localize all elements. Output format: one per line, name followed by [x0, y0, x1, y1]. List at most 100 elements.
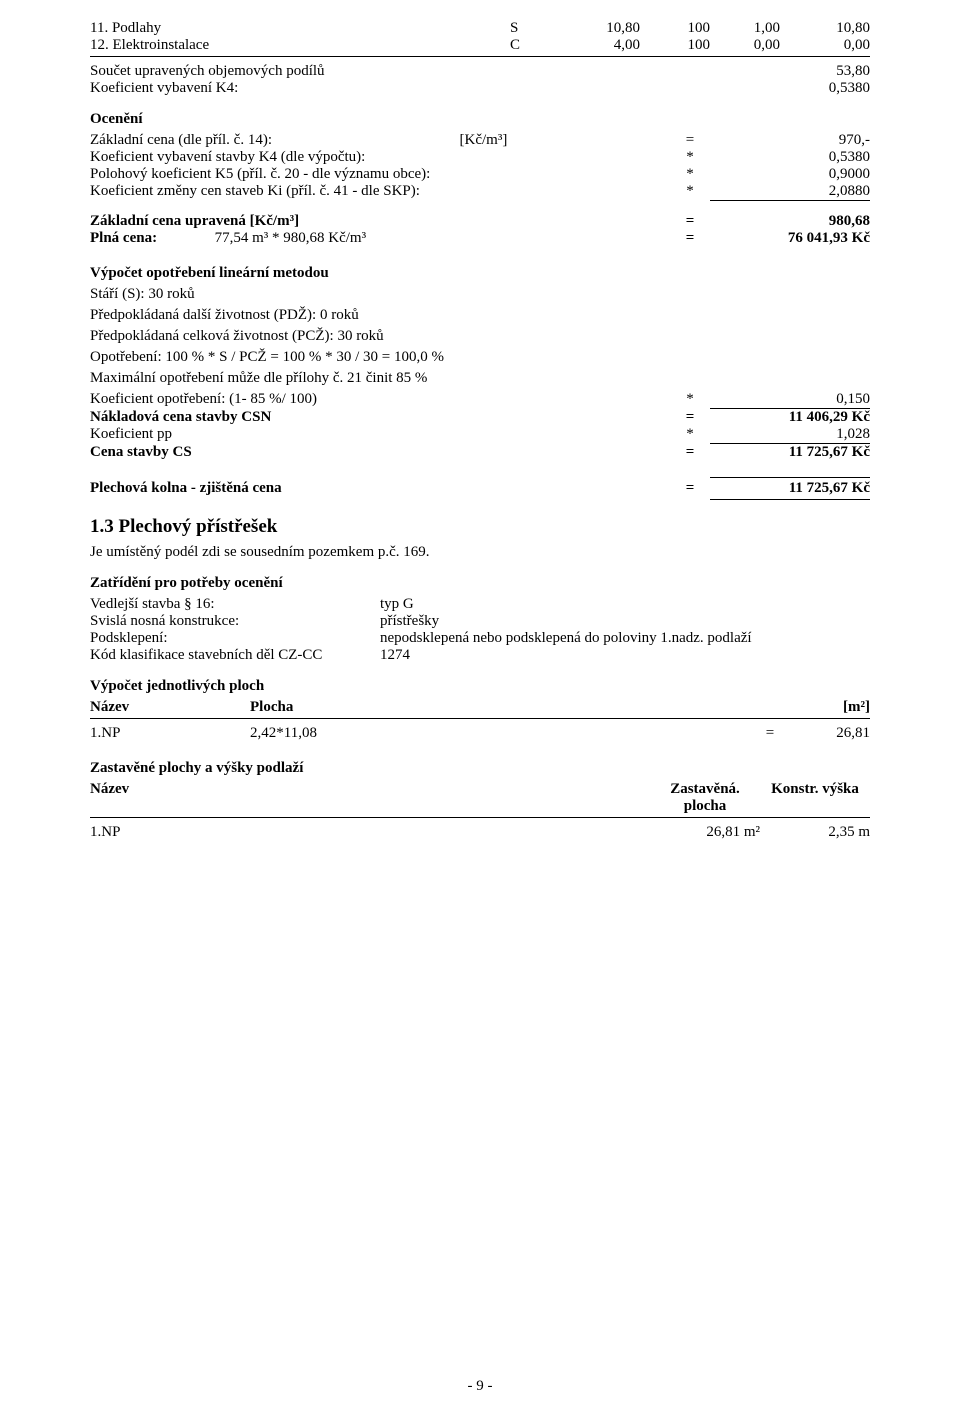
plocha-val: 26,81 — [790, 725, 870, 742]
calc-label: Koeficient pp — [90, 426, 670, 443]
soucet-value: 53,80 — [780, 63, 870, 80]
plna-cena-row: Plná cena: 77,54 m³ * 980,68 Kč/m³ = 76 … — [90, 230, 870, 247]
divider — [90, 817, 870, 818]
body-text: Stáří (S): 30 roků — [90, 286, 870, 303]
calc-label: Základní cena (dle příl. č. 14): [Kč/m³] — [90, 132, 670, 149]
divider — [90, 56, 870, 57]
cell-label: 12. Elektroinstalace — [90, 37, 510, 54]
kv-row: Vedlejší stavba § 16: typ G — [90, 596, 870, 613]
plocha-h-right: [m²] — [790, 699, 870, 716]
calc-value: 11 725,67 Kč — [710, 444, 870, 461]
cell-label: 11. Podlahy — [90, 20, 510, 37]
calc-op: * — [670, 391, 710, 408]
calc-row: Nákladová cena stavby CSN = 11 406,29 Kč — [90, 409, 870, 426]
cell-n4: 10,80 — [780, 20, 870, 37]
soucet-label: Součet upravených objemových podílů — [90, 63, 510, 80]
calc-value: 0,9000 — [710, 166, 870, 183]
kv-val: přístřešky — [380, 613, 870, 630]
section-1-3-heading: 1.3 Plechový přístřešek — [90, 516, 870, 538]
body-text: Maximální opotřebení může dle přílohy č.… — [90, 370, 870, 387]
zast-h-c1: Zastavěná.plocha — [650, 781, 760, 815]
page-number: - 9 - — [0, 1378, 960, 1395]
koef-k4-row: Koeficient vybavení K4: 0,5380 — [90, 80, 870, 97]
zatrideni-heading: Zatřídění pro potřeby ocenění — [90, 575, 870, 592]
cell-n4: 0,00 — [780, 37, 870, 54]
plocha-name: 1.NP — [90, 725, 250, 742]
kv-row: Kód klasifikace stavebních děl CZ-CC 127… — [90, 647, 870, 664]
kv-val: nepodsklepená nebo podsklepená do polovi… — [380, 630, 870, 647]
cell-s: S — [510, 20, 570, 37]
calc-label: Polohový koeficient K5 (příl. č. 20 - dl… — [90, 166, 670, 183]
calc-row: Koeficient vybavení stavby K4 (dle výpoč… — [90, 149, 870, 166]
calc-row: Základní cena (dle příl. č. 14): [Kč/m³]… — [90, 132, 870, 149]
plocha-h-name: Název — [90, 699, 250, 716]
calc-op: * — [670, 166, 710, 183]
cell-s: C — [510, 37, 570, 54]
calc-op: = — [670, 132, 710, 149]
calc-row: Koeficient opotřebení: (1- 85 %/ 100) * … — [90, 391, 870, 409]
calc-op: = — [670, 409, 710, 426]
calc-value: 0,150 — [710, 391, 870, 409]
plocha-header: Název Plocha [m²] — [90, 699, 870, 716]
table-row: 11. Podlahy S 10,80 100 1,00 10,80 — [90, 20, 870, 37]
cell-n1: 4,00 — [570, 37, 640, 54]
zast-row: 1.NP 26,81 m² 2,35 m — [90, 824, 870, 841]
kv-row: Podsklepení: nepodsklepená nebo podsklep… — [90, 630, 870, 647]
plocha-row: 1.NP 2,42*11,08 = 26,81 — [90, 725, 870, 742]
zast-heading: Zastavěné plochy a výšky podlaží — [90, 760, 870, 777]
calc-value: 970,- — [710, 132, 870, 149]
calc-label: Nákladová cena stavby CSN — [90, 409, 670, 426]
zast-h-c2: Konstr. výška — [760, 781, 870, 815]
oceneni-heading: Ocenění — [90, 111, 870, 128]
body-text: Opotřebení: 100 % * S / PCŽ = 100 % * 30… — [90, 349, 870, 366]
kv-val: typ G — [380, 596, 870, 613]
calc-op: * — [670, 183, 710, 200]
section-1-3-text: Je umístěný podél zdi se sousedním pozem… — [90, 544, 870, 561]
zast-c2: 2,35 m — [760, 824, 870, 841]
calc-op: = — [670, 444, 710, 461]
zast-h-left: Název — [90, 781, 650, 815]
kv-row: Svislá nosná konstrukce: přístřešky — [90, 613, 870, 630]
zast-c1: 26,81 m² — [650, 824, 760, 841]
kv-val: 1274 — [380, 647, 870, 664]
vypocet-ploch-heading: Výpočet jednotlivých ploch — [90, 678, 870, 695]
plna-cena-op: = — [670, 230, 710, 247]
kv-key: Vedlejší stavba § 16: — [90, 596, 380, 613]
calc-label: Koeficient opotřebení: (1- 85 %/ 100) — [90, 391, 670, 408]
zast-name: 1.NP — [90, 824, 650, 841]
calc-value: 1,028 — [710, 426, 870, 444]
calc-op: * — [670, 426, 710, 443]
opotrebeni-heading: Výpočet opotřebení lineární metodou — [90, 265, 870, 282]
plna-cena-label-a: Plná cena: — [90, 230, 157, 246]
calc-row: Polohový koeficient K5 (příl. č. 20 - dl… — [90, 166, 870, 183]
zcu-op: = — [670, 213, 710, 230]
zjistena-op: = — [670, 480, 710, 497]
cell-n3: 0,00 — [710, 37, 780, 54]
zjistena-label: Plechová kolna - zjištěná cena — [90, 480, 670, 497]
calc-label: Koeficient změny cen staveb Ki (příl. č.… — [90, 183, 670, 200]
zcu-row: Základní cena upravená [Kč/m³] = 980,68 — [90, 213, 870, 230]
calc-value: 0,5380 — [710, 149, 870, 166]
calc-row: Koeficient pp * 1,028 — [90, 426, 870, 444]
soucet-row: Součet upravených objemových podílů 53,8… — [90, 63, 870, 80]
cell-n2: 100 — [640, 37, 710, 54]
calc-value: 11 406,29 Kč — [710, 409, 870, 426]
calc-op: * — [670, 149, 710, 166]
zcu-label: Základní cena upravená [Kč/m³] — [90, 213, 670, 230]
calc-row: Koeficient změny cen staveb Ki (příl. č.… — [90, 183, 870, 201]
plocha-expr: 2,42*11,08 — [250, 725, 317, 741]
cell-n2: 100 — [640, 20, 710, 37]
kv-key: Svislá nosná konstrukce: — [90, 613, 380, 630]
zjistena-row: Plechová kolna - zjištěná cena = 11 725,… — [90, 477, 870, 500]
koef-k4-label: Koeficient vybavení K4: — [90, 80, 510, 97]
zjistena-value: 11 725,67 Kč — [710, 477, 870, 500]
cell-n3: 1,00 — [710, 20, 780, 37]
zcu-value: 980,68 — [710, 213, 870, 230]
divider — [90, 718, 870, 719]
plocha-op: = — [750, 725, 790, 742]
plna-cena-label-b: 77,54 m³ * 980,68 Kč/m³ — [215, 230, 367, 246]
zast-header: Název Zastavěná.plocha Konstr. výška — [90, 781, 870, 815]
body-text: Předpokládaná celková životnost (PCŽ): 3… — [90, 328, 870, 345]
plocha-h-mid: Plocha — [250, 699, 790, 716]
body-text: Předpokládaná další životnost (PDŽ): 0 r… — [90, 307, 870, 324]
